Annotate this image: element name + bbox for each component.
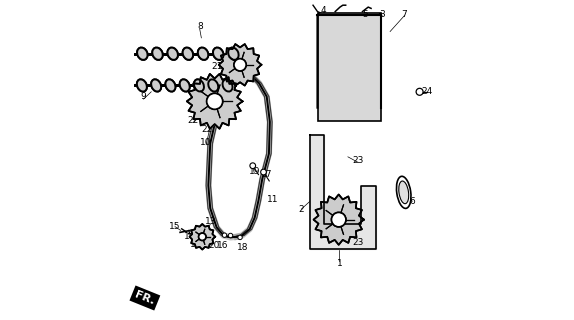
Ellipse shape — [137, 48, 148, 60]
Text: 1: 1 — [336, 259, 342, 268]
Ellipse shape — [198, 48, 208, 60]
Ellipse shape — [137, 48, 148, 60]
Circle shape — [234, 59, 246, 71]
Polygon shape — [313, 195, 364, 245]
Ellipse shape — [208, 79, 218, 92]
Text: 11: 11 — [267, 195, 278, 204]
Text: 12: 12 — [190, 240, 201, 249]
Text: 15: 15 — [169, 222, 181, 231]
Ellipse shape — [183, 48, 193, 60]
Ellipse shape — [165, 79, 176, 92]
Text: 2: 2 — [298, 205, 304, 214]
Polygon shape — [189, 224, 215, 250]
Text: 9: 9 — [141, 92, 146, 101]
Text: 23: 23 — [352, 238, 364, 247]
Text: 20: 20 — [208, 241, 220, 250]
Ellipse shape — [223, 79, 232, 92]
Text: 14: 14 — [184, 232, 195, 241]
Ellipse shape — [180, 79, 189, 92]
Text: FR.: FR. — [134, 290, 156, 307]
Text: 21: 21 — [211, 62, 222, 71]
Circle shape — [222, 233, 227, 237]
Circle shape — [207, 93, 223, 109]
Polygon shape — [189, 224, 215, 250]
Circle shape — [416, 88, 423, 95]
Circle shape — [238, 235, 242, 240]
Text: 13: 13 — [204, 217, 216, 226]
FancyBboxPatch shape — [318, 13, 381, 121]
Circle shape — [207, 93, 223, 109]
Ellipse shape — [213, 48, 223, 60]
Ellipse shape — [194, 79, 204, 92]
Circle shape — [261, 169, 266, 175]
Text: 18: 18 — [237, 243, 249, 252]
Text: 22: 22 — [188, 116, 199, 125]
Ellipse shape — [168, 48, 178, 60]
Circle shape — [332, 212, 346, 227]
Ellipse shape — [223, 79, 232, 92]
Polygon shape — [187, 74, 243, 129]
Polygon shape — [313, 195, 364, 245]
Ellipse shape — [165, 79, 176, 92]
Text: 19: 19 — [249, 167, 260, 176]
Ellipse shape — [228, 48, 239, 60]
Ellipse shape — [194, 79, 204, 92]
Ellipse shape — [198, 48, 208, 60]
Text: 16: 16 — [217, 241, 228, 250]
Ellipse shape — [137, 79, 147, 92]
Ellipse shape — [180, 79, 189, 92]
Text: 21: 21 — [219, 68, 231, 77]
Ellipse shape — [397, 176, 411, 208]
Text: 3: 3 — [379, 10, 385, 19]
Ellipse shape — [399, 181, 409, 204]
Text: 4: 4 — [321, 6, 326, 15]
Text: 6: 6 — [409, 197, 415, 206]
Circle shape — [199, 233, 206, 240]
Circle shape — [228, 233, 232, 238]
Text: 22: 22 — [201, 125, 213, 134]
Polygon shape — [187, 74, 243, 129]
Text: 7: 7 — [401, 10, 407, 19]
Polygon shape — [219, 44, 261, 85]
Ellipse shape — [152, 48, 162, 60]
Text: 24: 24 — [421, 87, 432, 96]
Ellipse shape — [208, 79, 218, 92]
Circle shape — [199, 233, 206, 240]
Text: 10: 10 — [200, 138, 212, 147]
Ellipse shape — [213, 48, 223, 60]
Ellipse shape — [183, 48, 193, 60]
Text: 5: 5 — [362, 10, 367, 19]
Ellipse shape — [151, 79, 161, 92]
Ellipse shape — [152, 48, 162, 60]
Ellipse shape — [168, 48, 178, 60]
Circle shape — [234, 59, 246, 71]
Text: 8: 8 — [197, 22, 203, 31]
Ellipse shape — [151, 79, 161, 92]
Text: 17: 17 — [261, 170, 273, 179]
Ellipse shape — [228, 48, 239, 60]
Circle shape — [332, 212, 346, 227]
Circle shape — [250, 163, 255, 169]
Polygon shape — [219, 44, 261, 85]
Ellipse shape — [137, 79, 147, 92]
Text: 23: 23 — [352, 156, 364, 164]
Polygon shape — [310, 135, 377, 249]
